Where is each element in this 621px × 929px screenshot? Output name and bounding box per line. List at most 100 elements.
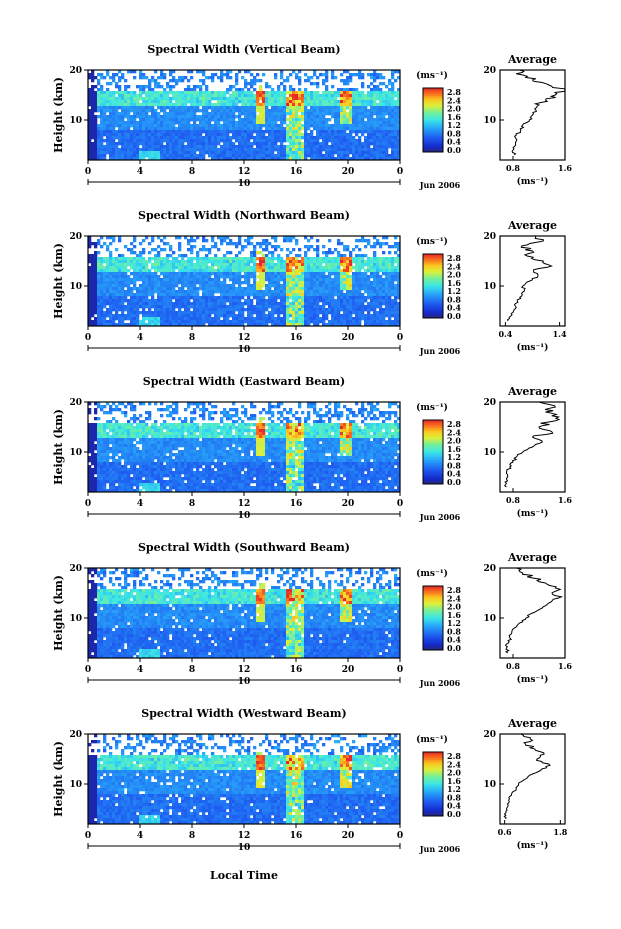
heatmap-cell <box>265 145 268 148</box>
heatmap-cell <box>355 94 358 97</box>
heatmap-cell <box>187 272 190 275</box>
heatmap-cell <box>118 284 121 287</box>
heatmap-cell <box>331 290 334 293</box>
heatmap-cell <box>256 94 259 97</box>
heatmap-cell <box>142 248 145 251</box>
heatmap-cell <box>325 142 328 145</box>
heatmap-cell <box>187 308 190 311</box>
heatmap-cell <box>370 314 373 317</box>
heatmap-cell <box>253 100 256 103</box>
heatmap-cell <box>106 103 109 106</box>
heatmap-cell <box>373 103 376 106</box>
heatmap-cell <box>373 260 376 263</box>
heatmap-cell <box>280 278 283 281</box>
heatmap-cell <box>238 257 241 260</box>
heatmap-cell <box>331 302 334 305</box>
heatmap-cell <box>202 290 205 293</box>
heatmap-cell <box>385 133 388 136</box>
heatmap-cell <box>220 79 223 82</box>
heatmap-cell <box>193 112 196 115</box>
heatmap-cell <box>160 154 163 157</box>
heatmap-cell <box>199 311 202 314</box>
heatmap-cell <box>94 94 97 97</box>
heatmap-cell <box>319 317 322 320</box>
heatmap-cell <box>235 287 238 290</box>
heatmap-cell <box>280 82 283 85</box>
heatmap-cell <box>223 314 226 317</box>
heatmap-cell <box>292 272 295 275</box>
heatmap-cell <box>166 148 169 151</box>
heatmap-cell <box>322 284 325 287</box>
heatmap-cell <box>157 85 160 88</box>
heatmap-cell <box>151 142 154 145</box>
heatmap-cell <box>205 278 208 281</box>
heatmap-cell <box>115 133 118 136</box>
heatmap-cell <box>172 136 175 139</box>
heatmap-cell <box>388 97 391 100</box>
heatmap-cell <box>97 308 100 311</box>
heatmap-cell <box>316 305 319 308</box>
heatmap-cell <box>226 127 229 130</box>
heatmap-cell <box>160 100 163 103</box>
heatmap-cell <box>166 106 169 109</box>
heatmap-cell <box>238 299 241 302</box>
heatmap-cell <box>94 154 97 157</box>
heatmap-cell <box>91 133 94 136</box>
heatmap-cell <box>346 287 349 290</box>
heatmap-cell <box>226 275 229 278</box>
heatmap-cell <box>277 284 280 287</box>
heatmap-cell <box>157 320 160 323</box>
heatmap-cell <box>301 311 304 314</box>
heatmap-cell <box>301 296 304 299</box>
heatmap-cell <box>130 145 133 148</box>
heatmap-cell <box>313 91 316 94</box>
heatmap-cell <box>172 281 175 284</box>
heatmap-cell <box>205 121 208 124</box>
heatmap-cell <box>304 118 307 121</box>
heatmap-cell <box>241 293 244 296</box>
heatmap-cell <box>280 118 283 121</box>
heatmap-cell <box>109 272 112 275</box>
heatmap-cell <box>160 148 163 151</box>
heatmap-cell <box>187 314 190 317</box>
heatmap-cell <box>298 284 301 287</box>
heatmap-cell <box>100 139 103 142</box>
heatmap-cell <box>328 284 331 287</box>
heatmap-cell <box>289 127 292 130</box>
heatmap-cell <box>364 308 367 311</box>
heatmap-cell <box>307 320 310 323</box>
heatmap-cell <box>205 257 208 260</box>
heatmap-cell <box>322 118 325 121</box>
heatmap-cell <box>202 127 205 130</box>
heatmap-cell <box>181 106 184 109</box>
heatmap-cell <box>256 263 259 266</box>
heatmap-cell <box>268 148 271 151</box>
heatmap-cell <box>358 103 361 106</box>
heatmap-cell <box>100 269 103 272</box>
heatmap-cell <box>373 278 376 281</box>
heatmap-cell <box>211 299 214 302</box>
heatmap-cell <box>250 284 253 287</box>
heatmap-cell <box>169 269 172 272</box>
heatmap-cell <box>106 118 109 121</box>
heatmap-cell <box>280 127 283 130</box>
heatmap-cell <box>193 121 196 124</box>
heatmap-cell <box>376 311 379 314</box>
heatmap-cell <box>355 139 358 142</box>
heatmap-cell <box>361 76 364 79</box>
heatmap-cell <box>103 284 106 287</box>
heatmap-cell <box>187 239 190 242</box>
heatmap-cell <box>226 311 229 314</box>
heatmap-cell <box>100 145 103 148</box>
heatmap-cell <box>274 94 277 97</box>
heatmap-cell <box>205 136 208 139</box>
heatmap-cell <box>187 91 190 94</box>
heatmap-cell <box>142 263 145 266</box>
heatmap-cell <box>313 308 316 311</box>
heatmap-cell <box>172 109 175 112</box>
heatmap-cell <box>109 311 112 314</box>
heatmap-cell <box>298 275 301 278</box>
heatmap-cell <box>232 91 235 94</box>
heatmap-cell <box>169 103 172 106</box>
heatmap-cell <box>211 115 214 118</box>
